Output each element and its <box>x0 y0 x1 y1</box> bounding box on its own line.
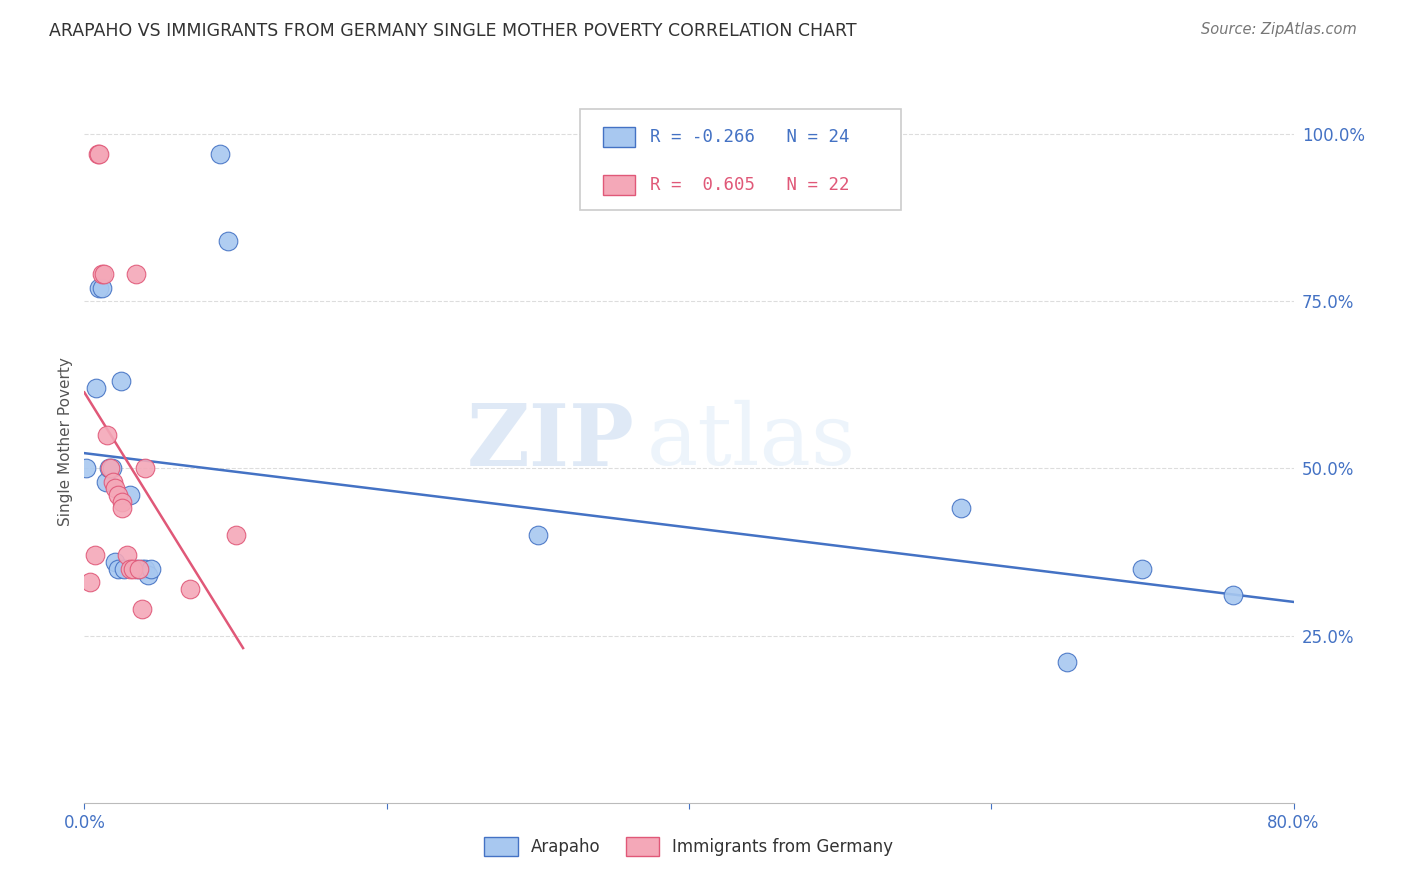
Point <box>107 562 129 576</box>
Point <box>89 281 111 295</box>
Point <box>134 461 156 475</box>
Point <box>134 562 156 576</box>
Text: R = -0.266   N = 24: R = -0.266 N = 24 <box>650 128 849 146</box>
Point <box>111 501 134 516</box>
FancyBboxPatch shape <box>603 128 634 147</box>
Point <box>139 562 162 576</box>
Point <box>91 268 114 282</box>
Point <box>527 528 550 542</box>
Point <box>100 461 122 475</box>
Point <box>87 147 110 161</box>
Point <box>950 501 973 516</box>
Point <box>127 562 149 576</box>
Point <box>121 562 143 576</box>
Point <box>96 427 118 442</box>
Legend: Arapaho, Immigrants from Germany: Arapaho, Immigrants from Germany <box>478 830 900 863</box>
Y-axis label: Single Mother Poverty: Single Mother Poverty <box>58 357 73 526</box>
Text: Source: ZipAtlas.com: Source: ZipAtlas.com <box>1201 22 1357 37</box>
Point <box>115 548 138 563</box>
Point <box>104 482 127 496</box>
Point <box>1130 562 1153 576</box>
Point <box>1222 589 1244 603</box>
Point <box>75 461 97 475</box>
Point <box>97 461 120 475</box>
Point <box>112 562 135 576</box>
FancyBboxPatch shape <box>581 109 901 211</box>
Point <box>217 234 239 248</box>
Point <box>79 575 101 590</box>
Point <box>104 555 127 569</box>
Point <box>110 375 132 389</box>
Point <box>86 381 108 395</box>
Point <box>98 461 121 475</box>
Point <box>118 488 141 502</box>
Point <box>209 147 232 161</box>
FancyBboxPatch shape <box>603 175 634 195</box>
Text: atlas: atlas <box>647 400 856 483</box>
Point <box>118 562 141 576</box>
Point <box>1056 655 1078 669</box>
Text: ARAPAHO VS IMMIGRANTS FROM GERMANY SINGLE MOTHER POVERTY CORRELATION CHART: ARAPAHO VS IMMIGRANTS FROM GERMANY SINGL… <box>49 22 856 40</box>
Point <box>89 147 111 161</box>
Point <box>131 602 153 616</box>
Text: ZIP: ZIP <box>467 400 634 483</box>
Point <box>179 582 201 596</box>
Point <box>125 268 148 282</box>
Point <box>136 568 159 582</box>
Point <box>94 475 117 489</box>
Point <box>91 281 114 295</box>
Text: R =  0.605   N = 22: R = 0.605 N = 22 <box>650 176 849 194</box>
Point <box>93 268 115 282</box>
Point <box>225 528 247 542</box>
Point <box>107 488 129 502</box>
Point <box>131 562 153 576</box>
Point <box>84 548 107 563</box>
Point <box>111 494 134 508</box>
Point <box>128 562 150 576</box>
Point <box>101 475 124 489</box>
